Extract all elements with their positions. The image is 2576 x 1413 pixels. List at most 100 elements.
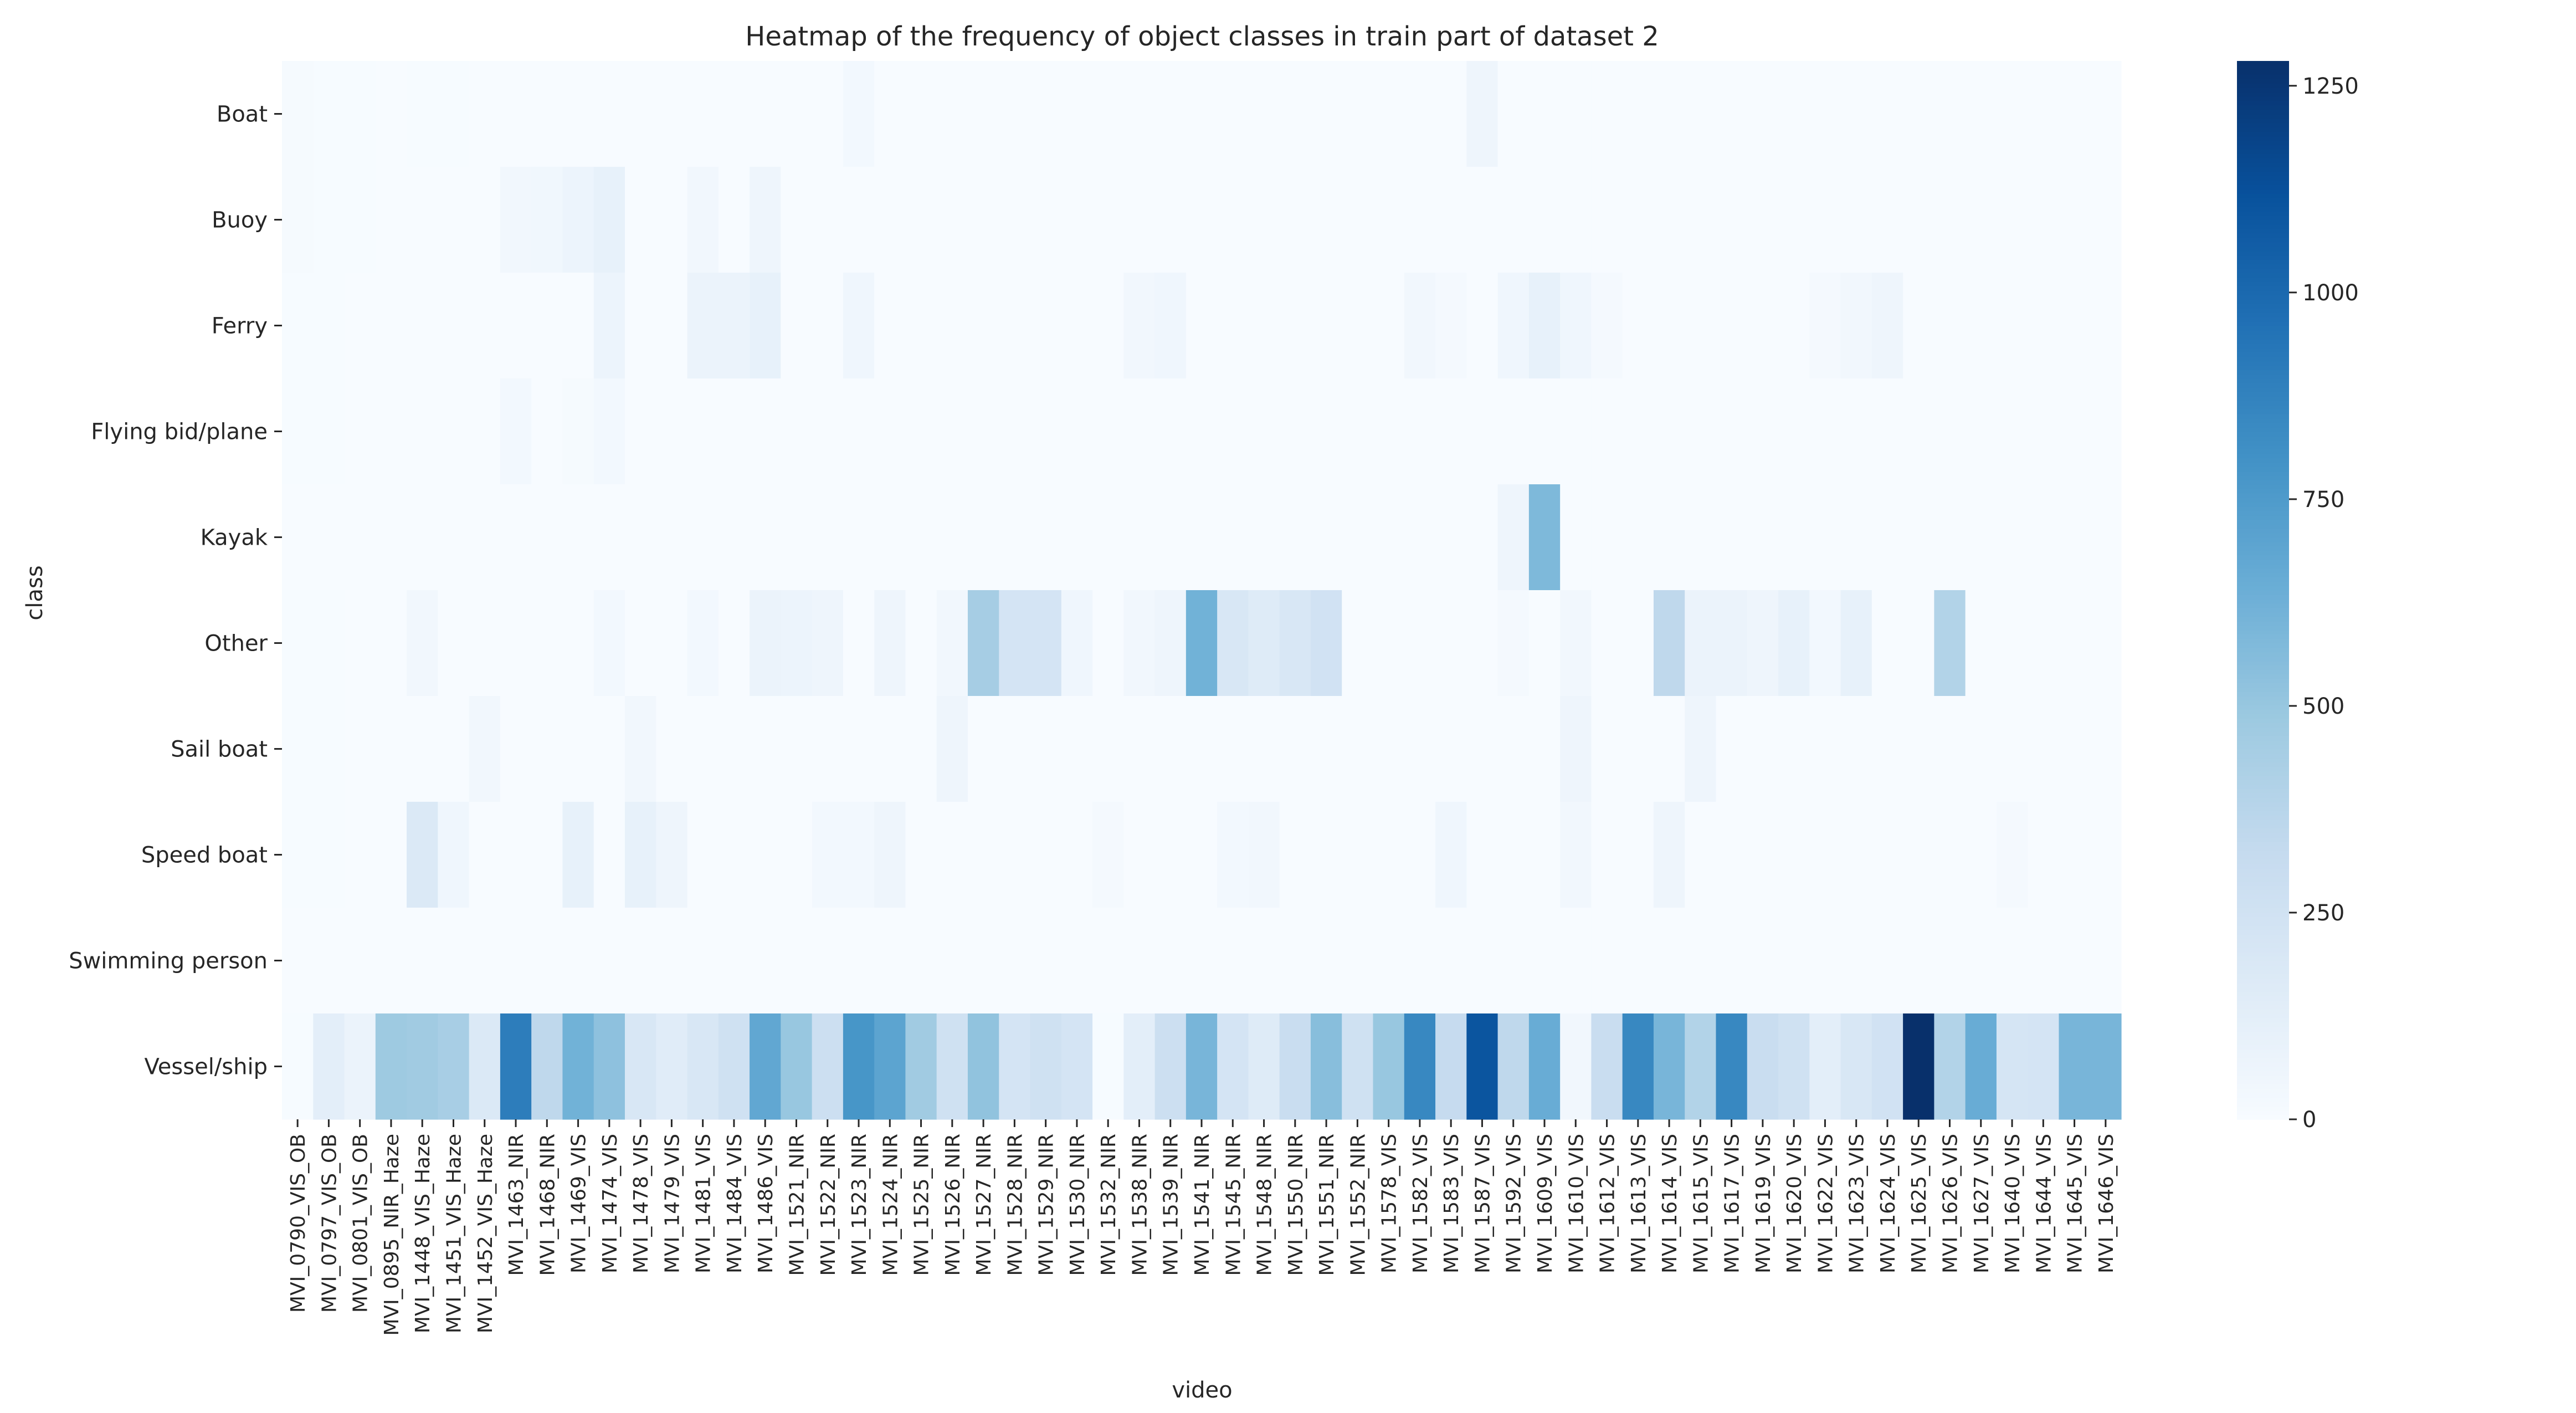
- heatmap-cell: [874, 590, 906, 697]
- x-tick-label: MVI_1548_NIR: [1254, 1134, 1276, 1276]
- heatmap-cell: [1404, 273, 1436, 379]
- heatmap-cell: [2059, 273, 2091, 379]
- heatmap-cell: [1217, 484, 1249, 591]
- y-tick-labels: Boat Buoy Ferry Flying bid/plane Kayak Other S…: [69, 102, 282, 1080]
- heatmap-cell: [282, 590, 314, 697]
- heatmap-cell: [500, 1013, 532, 1120]
- heatmap-cell: [1030, 167, 1062, 273]
- colorbar-segment: [2237, 462, 2289, 467]
- heatmap-cell: [1217, 273, 1249, 379]
- heatmap-cell: [905, 484, 937, 591]
- colorbar-segment: [2237, 572, 2289, 577]
- heatmap-cell: [656, 61, 688, 167]
- heatmap-cell: [1685, 908, 1717, 1014]
- heatmap-cell: [1622, 61, 1654, 167]
- heatmap-cell: [2059, 484, 2091, 591]
- heatmap-cell: [1716, 167, 1748, 273]
- colorbar-segment: [2237, 197, 2289, 203]
- heatmap-cell: [656, 590, 688, 697]
- heatmap-cell: [656, 802, 688, 908]
- heatmap-cell: [781, 590, 813, 697]
- heatmap-cell: [874, 696, 906, 802]
- x-tick-label: MVI_1624_VIS: [1877, 1134, 1900, 1273]
- heatmap-cell: [407, 590, 438, 697]
- heatmap-cell: [750, 1013, 781, 1120]
- x-tick-label: MVI_1474_VIS: [599, 1134, 622, 1273]
- colorbar-segment: [2237, 920, 2289, 926]
- heatmap-cell: [1154, 908, 1187, 1014]
- heatmap-cell: [1560, 378, 1592, 485]
- colorbar-segment: [2237, 515, 2289, 520]
- colorbar-segment: [2237, 118, 2289, 124]
- heatmap-cell: [936, 590, 968, 697]
- heatmap-cell: [1466, 273, 1499, 379]
- heatmap-cell: [2090, 696, 2122, 802]
- heatmap-cell: [967, 167, 999, 273]
- heatmap-cell: [1560, 61, 1592, 167]
- heatmap-cell: [1435, 696, 1467, 802]
- heatmap-cell: [1061, 273, 1093, 379]
- heatmap-cell: [1310, 61, 1342, 167]
- heatmap-cell: [1248, 908, 1280, 1014]
- heatmap-cell: [1154, 802, 1187, 908]
- heatmap-cell: [1996, 167, 2028, 273]
- colorbar-segment: [2237, 1053, 2289, 1058]
- heatmap-cell: [500, 378, 532, 485]
- heatmap-cell: [469, 1013, 501, 1120]
- heatmap-cell: [1591, 908, 1623, 1014]
- x-tick-label: MVI_1610_VIS: [1565, 1134, 1588, 1273]
- colorbar-segment: [2237, 74, 2289, 79]
- heatmap-cell: [593, 61, 625, 167]
- heatmap-cell: [407, 167, 438, 273]
- heatmap-cell: [438, 484, 470, 591]
- heatmap-cell: [936, 484, 968, 591]
- heatmap-cell: [1404, 696, 1436, 802]
- heatmap-cell: [2059, 590, 2091, 697]
- heatmap-cell: [344, 484, 376, 591]
- heatmap-cell: [687, 167, 719, 273]
- heatmap-cell: [1123, 273, 1156, 379]
- x-tick-label: MVI_1486_VIS: [755, 1134, 777, 1273]
- x-tick-label: MVI_1626_VIS: [1939, 1134, 1962, 1273]
- heatmap-cell: [967, 802, 999, 908]
- heatmap-cell: [1653, 696, 1685, 802]
- heatmap-cell: [1123, 802, 1156, 908]
- colorbar-segment: [2237, 1009, 2289, 1014]
- heatmap-cell: [438, 696, 470, 802]
- heatmap-cell: [344, 61, 376, 167]
- colorbar-segment: [2237, 285, 2289, 291]
- heatmap-cell: [2090, 273, 2122, 379]
- heatmap-cell: [1373, 273, 1405, 379]
- heatmap-cell: [1279, 1013, 1311, 1120]
- heatmap-cell: [1123, 908, 1156, 1014]
- heatmap-cell: [1747, 696, 1779, 802]
- heatmap-cell: [1560, 802, 1592, 908]
- x-tick-label: MVI_1530_NIR: [1066, 1134, 1089, 1276]
- colorbar-segment: [2237, 877, 2289, 882]
- heatmap-cell: [1061, 61, 1093, 167]
- colorbar-segment: [2237, 149, 2289, 154]
- colorbar-segment: [2237, 347, 2289, 353]
- heatmap-cell: [282, 1013, 314, 1120]
- heatmap-cell: [1871, 378, 1903, 485]
- heatmap-cell: [1373, 696, 1405, 802]
- colorbar-segment: [2237, 188, 2289, 194]
- heatmap-cell: [1560, 484, 1592, 591]
- colorbar-segment: [2237, 590, 2289, 595]
- colorbar-segment: [2237, 370, 2289, 375]
- heatmap-cell: [2090, 908, 2122, 1014]
- colorbar-segment: [2237, 731, 2289, 736]
- heatmap-cell: [1591, 378, 1623, 485]
- heatmap-cell: [375, 1013, 407, 1120]
- heatmap-cell: [1716, 590, 1748, 697]
- heatmap-cell: [1560, 696, 1592, 802]
- heatmap-cell: [718, 484, 750, 591]
- heatmap-cell: [1092, 908, 1124, 1014]
- heatmap-cell: [1778, 378, 1810, 485]
- heatmap-cell: [812, 167, 844, 273]
- heatmap-cell: [1965, 484, 1997, 591]
- colorbar-segment: [2237, 440, 2289, 446]
- heatmap-cell: [1622, 1013, 1654, 1120]
- heatmap-cell: [313, 484, 345, 591]
- heatmap-cell: [531, 484, 563, 591]
